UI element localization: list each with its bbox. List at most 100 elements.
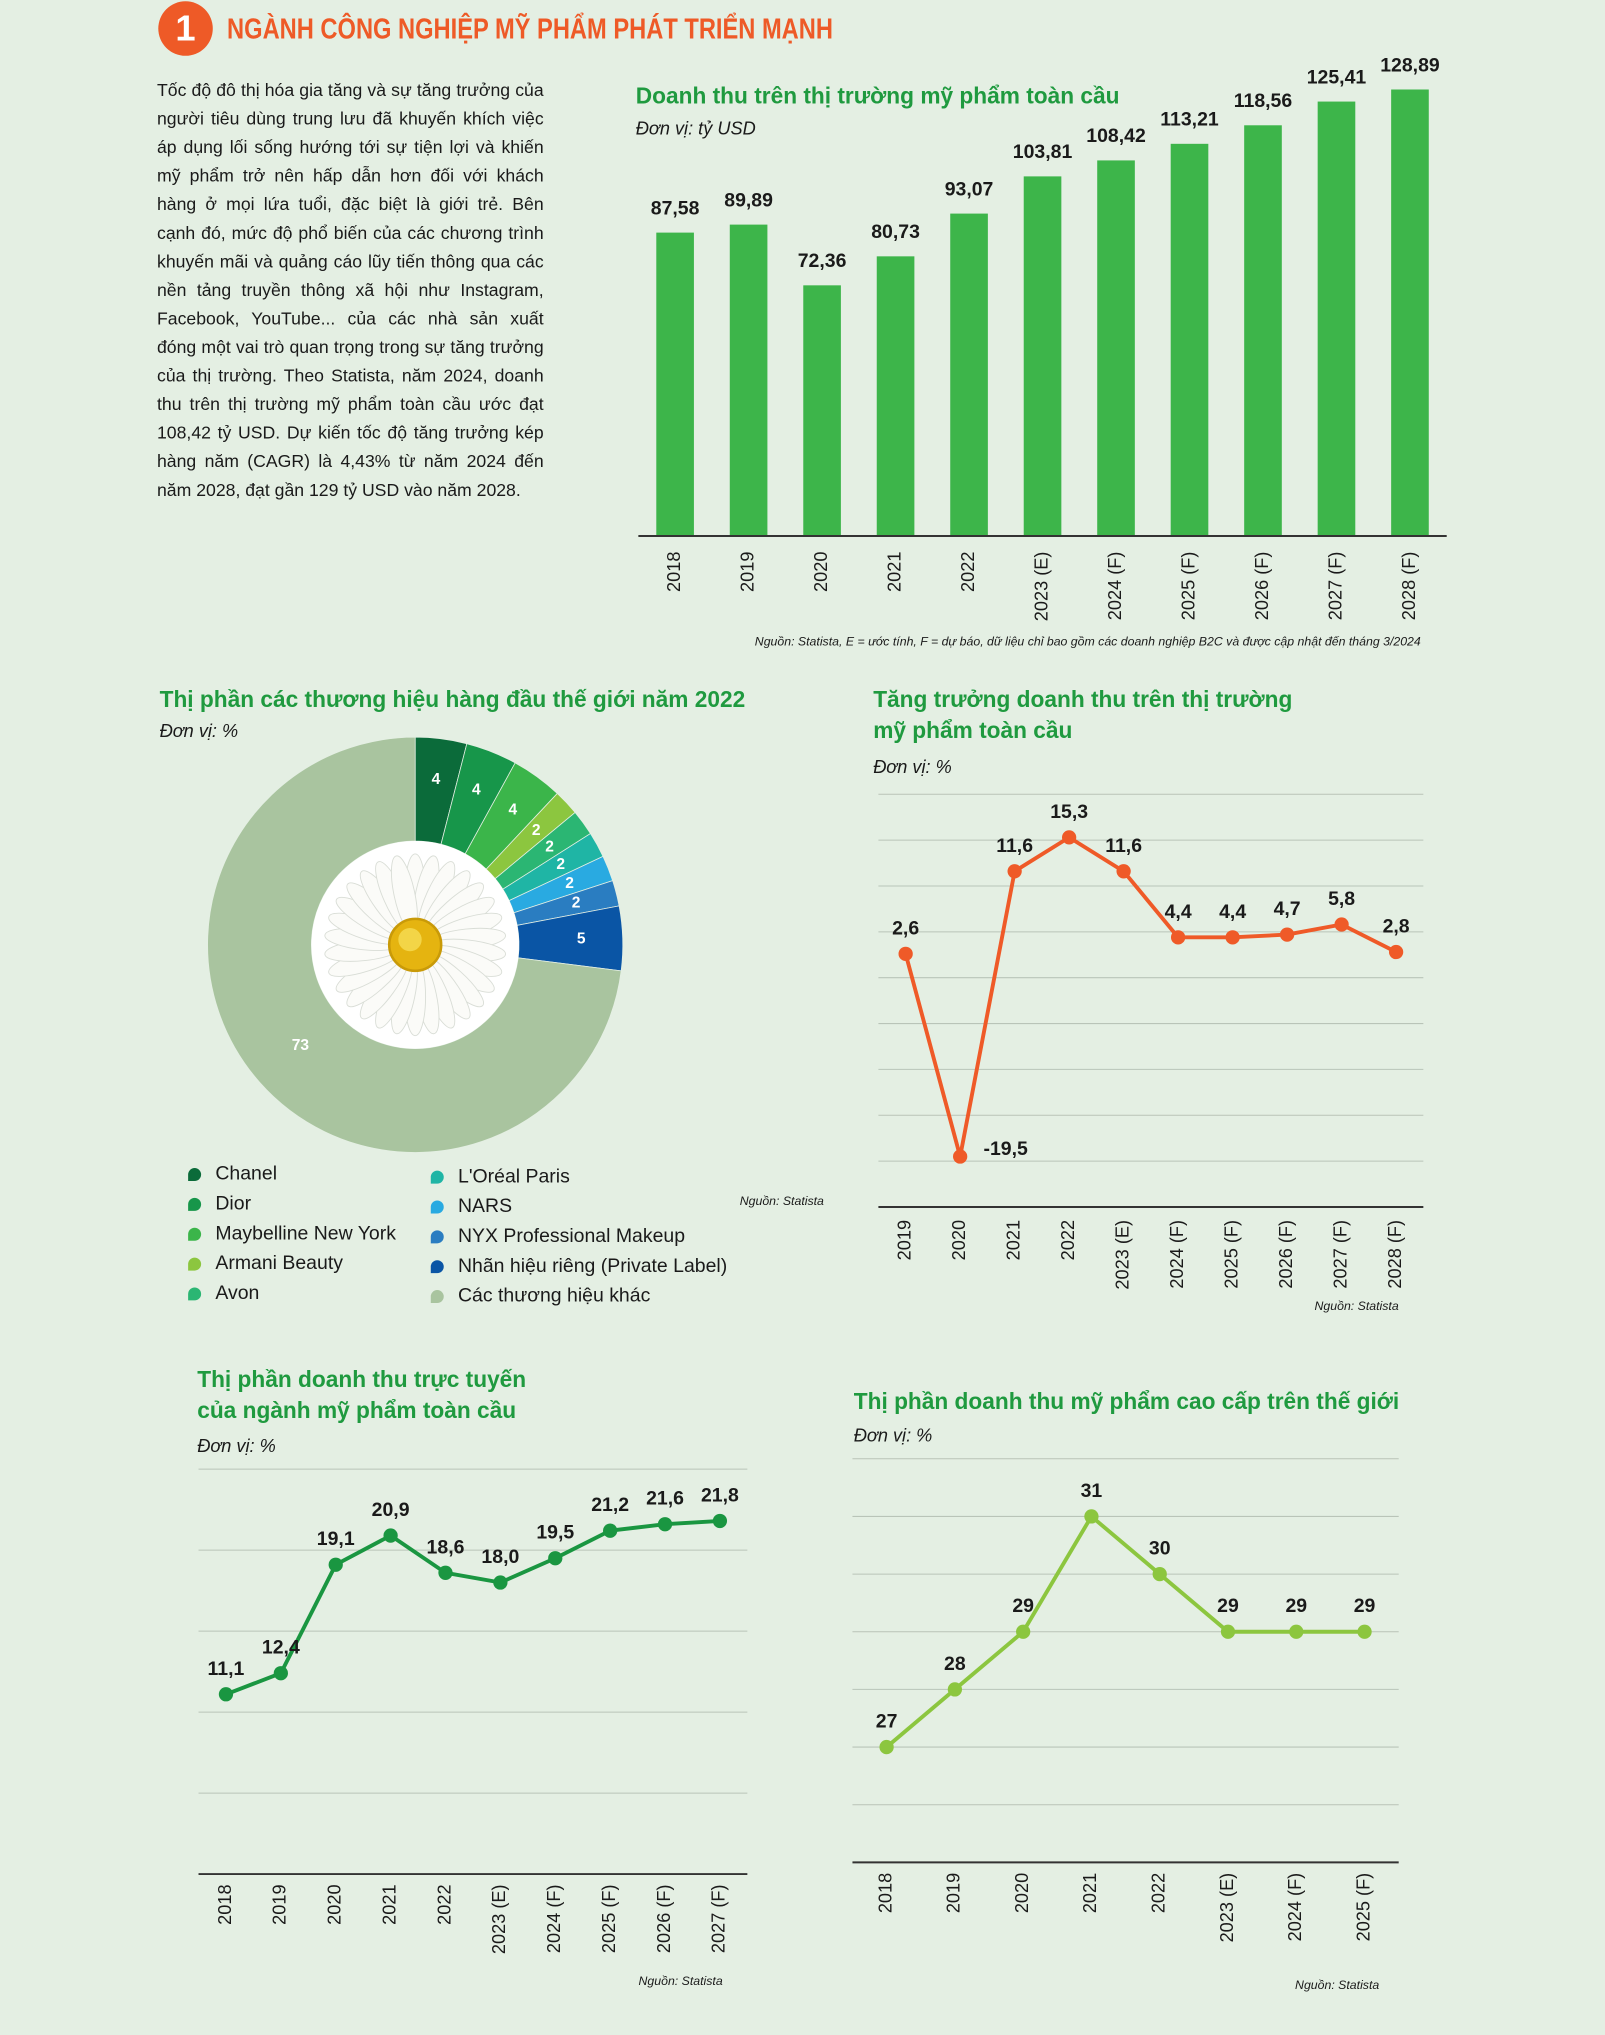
value-label: 93,07 [945,178,994,200]
x-tick-label: 2019 [894,1220,914,1260]
x-tick-label: 2022 [958,552,978,592]
value-label: 89,89 [724,189,773,211]
value-label: 29 [1012,1595,1034,1617]
point [603,1523,618,1538]
legend-marker [188,1168,202,1182]
point [493,1575,508,1590]
x-tick-label: 2027 (F) [1330,1220,1350,1289]
chart-unit: Đơn vị: % [197,1436,276,1456]
x-tick-label: 2018 [215,1884,235,1924]
value-label: 19,1 [317,1528,355,1550]
point [1289,1624,1304,1639]
legend-label: Dior [215,1193,251,1215]
point [1388,944,1404,960]
intro-box: Tốc độ đô thị hóa gia tăng và sự tăng tr… [157,80,544,499]
bar [1097,160,1135,537]
x-tick-label: 2026 (F) [1276,1220,1296,1289]
slice-label: 2 [572,895,581,912]
point [1084,1509,1099,1524]
value-label: 11,1 [208,1658,245,1680]
point [548,1551,563,1566]
value-label: 12,4 [262,1637,300,1659]
x-tick-label: 2025 (F) [1353,1873,1373,1942]
legend-label: NARS [458,1195,512,1217]
point [1334,917,1349,932]
legend-label: Chanel [215,1163,277,1185]
slice-label: 4 [508,802,517,819]
value-label: 29 [1217,1595,1239,1617]
source-note: Nguồn: Statista [740,1194,824,1208]
line [885,1513,1365,1749]
flower-center-glow [398,927,422,952]
value-label: 27 [876,1711,898,1733]
value-label: 18,0 [481,1546,519,1568]
bar [729,224,768,537]
value-label: 20,9 [372,1499,410,1521]
legend-label: Avon [215,1282,259,1304]
slice-label: 2 [532,822,541,839]
legend-label: Maybelline New York [215,1222,396,1244]
point [1357,1624,1372,1639]
value-label: 4,4 [1219,901,1246,923]
x-tick-label: 2021 [1080,1873,1100,1913]
point [953,1149,968,1164]
chart-title: mỹ phẩm toàn cầu [873,717,1072,743]
point [1116,864,1131,879]
legend-marker [430,1260,444,1274]
source-note: Nguồn: Statista [1295,1978,1379,1992]
legend-marker [430,1230,444,1244]
value-label: 80,73 [871,221,920,243]
chart-title: Tăng trưởng doanh thu trên thị trường [873,686,1292,712]
value-label: 29 [1285,1595,1307,1617]
value-label: 21,2 [591,1494,629,1516]
x-tick-label: 2023 (E) [1112,1220,1132,1290]
value-label: 21,8 [701,1484,739,1506]
point [273,1666,288,1681]
bar [1244,125,1282,537]
legend-label: Các thương hiệu khác [458,1285,651,1307]
chart-unit: Đơn vị: % [160,721,239,741]
point [1225,930,1240,945]
point [1170,930,1186,945]
value-label: 2,6 [892,917,919,939]
x-tick-label: 2018 [875,1873,895,1913]
value-label: 11,6 [996,835,1033,857]
x-tick-label: 2020 [949,1220,969,1260]
section-number: 1 [175,8,195,49]
x-tick-label: 2028 (F) [1399,552,1419,621]
point [1007,864,1022,879]
bar [1023,176,1062,537]
x-tick-label: 2018 [664,552,684,592]
value-label: 30 [1149,1538,1171,1560]
x-tick-label: 2021 [884,552,904,592]
x-tick-label: 2019 [737,552,757,592]
value-label: 2,8 [1383,916,1410,938]
bar [803,285,841,537]
x-tick-label: 2025 (F) [599,1884,619,1953]
chart-unit: Đơn vị: % [873,757,952,777]
point [1152,1566,1167,1582]
x-tick-label: 2024 (F) [1285,1873,1305,1942]
point [947,1682,963,1697]
bar [876,256,915,537]
bar [950,213,988,537]
section-badge [158,1,213,56]
x-tick-label: 2020 [1012,1873,1032,1913]
value-label: 19,5 [536,1522,574,1544]
x-tick-label: 2020 [811,552,831,592]
legend-label: Armani Beauty [215,1252,343,1274]
legend-marker [188,1287,202,1301]
point [898,946,913,961]
value-label: 5,8 [1328,888,1355,910]
x-tick-label: 2024 (F) [1105,552,1125,621]
x-tick-label: 2019 [944,1873,964,1913]
value-label: 31 [1081,1480,1103,1502]
legend-marker [430,1200,444,1214]
value-label: 21,6 [646,1488,684,1510]
chart-title: Thị phần doanh thu mỹ phẩm cao cấp trên … [854,1388,1399,1414]
chart-title: của ngành mỹ phẩm toàn cầu [197,1397,516,1423]
x-tick-label: 2022 [1149,1873,1169,1913]
point [1279,927,1295,942]
point [218,1687,234,1702]
